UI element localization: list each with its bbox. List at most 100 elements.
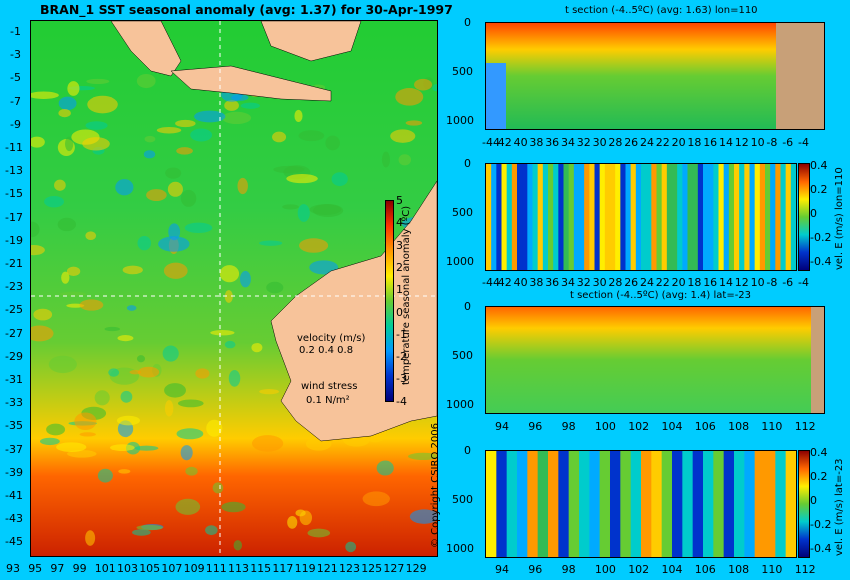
anomaly-blob (390, 129, 416, 143)
anomaly-blob (104, 326, 121, 332)
velocity-stripe (506, 164, 513, 270)
temp-section-lat23[interactable] (485, 306, 825, 414)
velocity-stripe (584, 164, 590, 270)
anomaly-blob (136, 524, 163, 531)
anomaly-blob (138, 366, 160, 378)
anomaly-blob (237, 177, 248, 195)
anomaly-blob (85, 121, 108, 130)
lat-tick: 12 (734, 276, 749, 289)
anomaly-blob (294, 109, 303, 123)
anomaly-blob (180, 445, 193, 461)
anomaly-blob (185, 466, 198, 476)
velocity-stripe (599, 164, 606, 270)
lon-tick: 106 (694, 563, 716, 576)
anomaly-blob (48, 355, 77, 374)
lon-tick: 94 (495, 563, 509, 576)
velocity-stripe (506, 451, 518, 557)
map-x-tick: 105 (139, 562, 161, 575)
lat-tick: 16 (703, 136, 718, 149)
map-y-tick: -7 (10, 94, 21, 108)
lat-tick: 28 (608, 276, 623, 289)
velocity-stripe (775, 451, 787, 557)
lat-tick: 14 (719, 276, 733, 289)
anomaly-blob (31, 325, 54, 342)
velocity-stripe (692, 164, 699, 270)
velocity-stripe (739, 164, 745, 270)
lat-tick: 24 (640, 276, 654, 289)
anomaly-blob (146, 189, 167, 202)
anomaly-blob (194, 110, 226, 123)
velocity-stripe (682, 451, 694, 557)
colorbar-tick: 2 (396, 260, 403, 274)
velocity-stripe (672, 451, 683, 557)
anomaly-blob (224, 340, 236, 349)
velocity-stripe (734, 164, 740, 270)
velocity-stripe (765, 164, 771, 270)
sst-colorbar (385, 200, 394, 402)
anomaly-blob (120, 390, 133, 403)
map-title: BRAN_1 SST seasonal anomaly (avg: 1.37) … (40, 2, 453, 17)
lat-tick: 20 (671, 136, 686, 149)
vel-section-lat23[interactable] (485, 450, 797, 558)
sst-anomaly-map[interactable]: velocity (m/s) 0.2 0.4 0.8 wind stress 0… (30, 20, 438, 557)
velocity-stripe (620, 451, 632, 557)
anomaly-blob (31, 221, 40, 238)
lat-tick: -4 (798, 276, 809, 289)
anomaly-blob (395, 88, 424, 106)
lon-tick: 96 (528, 420, 543, 433)
velocity-stripe (517, 451, 528, 557)
velocity-stripe (610, 451, 621, 557)
map-x-tick: 121 (316, 562, 338, 575)
lon-tick: 102 (628, 420, 650, 433)
map-y-tick: -23 (5, 280, 23, 294)
colorbar-tick: 1 (396, 283, 403, 297)
lon-tick: 108 (728, 563, 750, 576)
lat-tick: 38 (529, 276, 544, 289)
anomaly-blob (405, 120, 423, 126)
lat-tick: 10 (750, 136, 765, 149)
velocity-stripe (790, 164, 796, 270)
anomaly-blob (273, 165, 305, 174)
velocity-stripe (775, 164, 781, 270)
anomaly-blob (164, 383, 186, 398)
map-x-tick: 111 (205, 562, 227, 575)
anomaly-blob (59, 291, 87, 297)
velocity-stripe (579, 451, 590, 557)
anomaly-blob (85, 231, 97, 240)
depth-tick: 1000 (446, 255, 474, 268)
anomaly-blob (134, 445, 159, 451)
velocity-stripe (651, 451, 663, 557)
anomaly-blob (224, 290, 233, 303)
depth-tick: 0 (464, 16, 471, 29)
velocity-stripe (496, 451, 508, 557)
anomaly-blob (190, 128, 213, 142)
velocity-stripe (744, 164, 750, 270)
lon-tick: 110 (761, 420, 783, 433)
anomaly-blob (122, 265, 143, 275)
anomaly-blob (57, 217, 77, 232)
temp-section-lon110[interactable] (485, 22, 825, 130)
map-x-tick: 99 (72, 562, 87, 575)
anomaly-blob (143, 150, 156, 159)
map-x-tick: 117 (272, 562, 294, 575)
lat-tick: 28 (608, 136, 623, 149)
velocity-stripe (677, 164, 683, 270)
depth-tick: 500 (452, 493, 473, 506)
vel-tick: 0.4 (810, 446, 828, 459)
velocity-stripe (692, 451, 704, 557)
anomaly-blob (228, 369, 241, 387)
velocity-stripe (486, 164, 492, 270)
vel-section-lon110[interactable] (485, 163, 797, 271)
anomaly-blob (165, 167, 182, 179)
depth-tick: 500 (452, 65, 473, 78)
anomaly-blob (44, 195, 65, 208)
anomaly-blob (67, 81, 80, 96)
velocity-stripe (687, 164, 694, 270)
velocity-stripe (785, 164, 792, 270)
anomaly-blob (184, 222, 213, 234)
map-y-tick: -13 (5, 164, 23, 178)
velocity-stripe (542, 164, 549, 270)
velocity-stripe (770, 164, 776, 270)
map-x-tick: 103 (117, 562, 138, 575)
velocity-stripe (651, 164, 657, 270)
